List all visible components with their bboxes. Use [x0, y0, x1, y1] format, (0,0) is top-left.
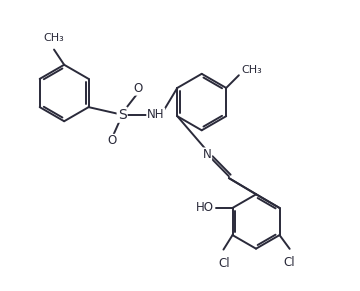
- Text: O: O: [134, 82, 143, 95]
- Text: Cl: Cl: [284, 256, 296, 269]
- Text: CH₃: CH₃: [44, 33, 64, 43]
- Text: NH: NH: [147, 108, 165, 121]
- Text: S: S: [118, 108, 126, 122]
- Text: Cl: Cl: [219, 257, 230, 270]
- Text: N: N: [203, 148, 212, 161]
- Text: HO: HO: [196, 201, 214, 214]
- Text: CH₃: CH₃: [241, 65, 262, 75]
- Text: O: O: [107, 134, 116, 147]
